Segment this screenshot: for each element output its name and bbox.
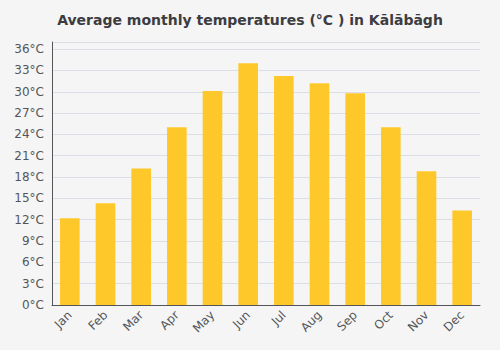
svg-text:6°C: 6°C xyxy=(22,255,44,269)
svg-text:Mar: Mar xyxy=(120,308,146,334)
svg-text:9°C: 9°C xyxy=(22,234,44,248)
svg-text:Jan: Jan xyxy=(51,308,75,332)
svg-text:Jun: Jun xyxy=(229,308,253,332)
svg-text:24°C: 24°C xyxy=(14,127,44,141)
svg-text:Apr: Apr xyxy=(157,308,182,333)
svg-text:15°C: 15°C xyxy=(14,191,44,205)
svg-text:Average monthly temperatures (: Average monthly temperatures (°C ) in Kā… xyxy=(57,12,443,28)
svg-text:Oct: Oct xyxy=(371,308,396,333)
svg-text:27°C: 27°C xyxy=(14,106,44,120)
svg-text:3°C: 3°C xyxy=(22,277,44,291)
svg-text:Nov: Nov xyxy=(405,308,431,334)
svg-text:30°C: 30°C xyxy=(14,85,44,99)
svg-text:36°C: 36°C xyxy=(14,42,44,56)
svg-text:Aug: Aug xyxy=(298,308,324,334)
svg-text:12°C: 12°C xyxy=(14,213,44,227)
svg-text:Jul: Jul xyxy=(268,308,289,329)
svg-text:Sep: Sep xyxy=(334,308,360,334)
svg-text:33°C: 33°C xyxy=(14,63,44,77)
svg-text:21°C: 21°C xyxy=(14,149,44,163)
svg-text:18°C: 18°C xyxy=(14,170,44,184)
svg-text:0°C: 0°C xyxy=(22,298,44,312)
svg-text:Dec: Dec xyxy=(441,308,467,334)
svg-text:May: May xyxy=(190,308,217,335)
svg-text:Feb: Feb xyxy=(86,308,111,333)
